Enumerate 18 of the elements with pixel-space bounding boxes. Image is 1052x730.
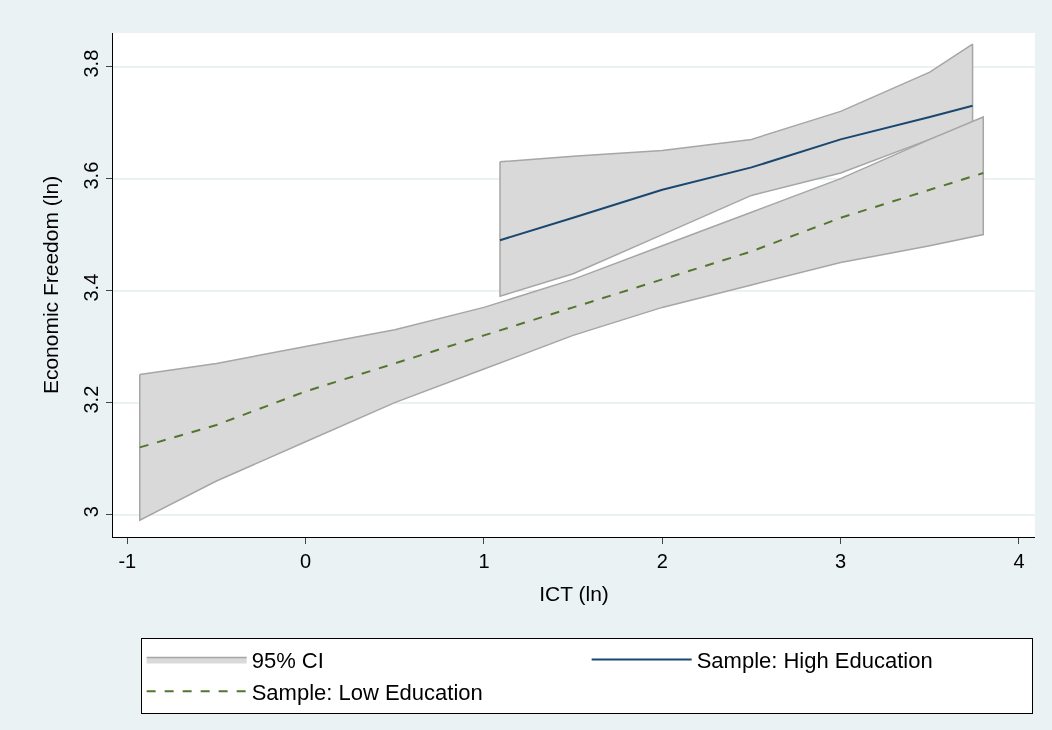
y-tick-label: 3.6 (80, 161, 102, 190)
x-tick-label: 2 (656, 550, 668, 572)
y-tick-label: 3.4 (80, 273, 102, 302)
x-tick-label: 1 (478, 550, 490, 572)
y-tick-label: 3.2 (80, 385, 102, 414)
text: 95% CI (251, 648, 324, 674)
x-tick-label: 0 (300, 550, 312, 572)
x-axis-title: ICT (ln) (539, 582, 609, 606)
line-series (138, 172, 985, 449)
y-axis-title: Economic Freedom (ln) (39, 175, 63, 395)
x-tick-label: -1 (118, 550, 137, 572)
legend-label: Sample: High Education (696, 648, 933, 674)
legend-label: Sample: Low Education (251, 679, 483, 705)
y-tick-label: 3 (80, 506, 102, 518)
line-series (498, 104, 974, 242)
y-tick-label: 3.8 (80, 49, 102, 78)
x-tick-label: 4 (1013, 550, 1025, 572)
x-tick-label: 3 (835, 550, 847, 572)
